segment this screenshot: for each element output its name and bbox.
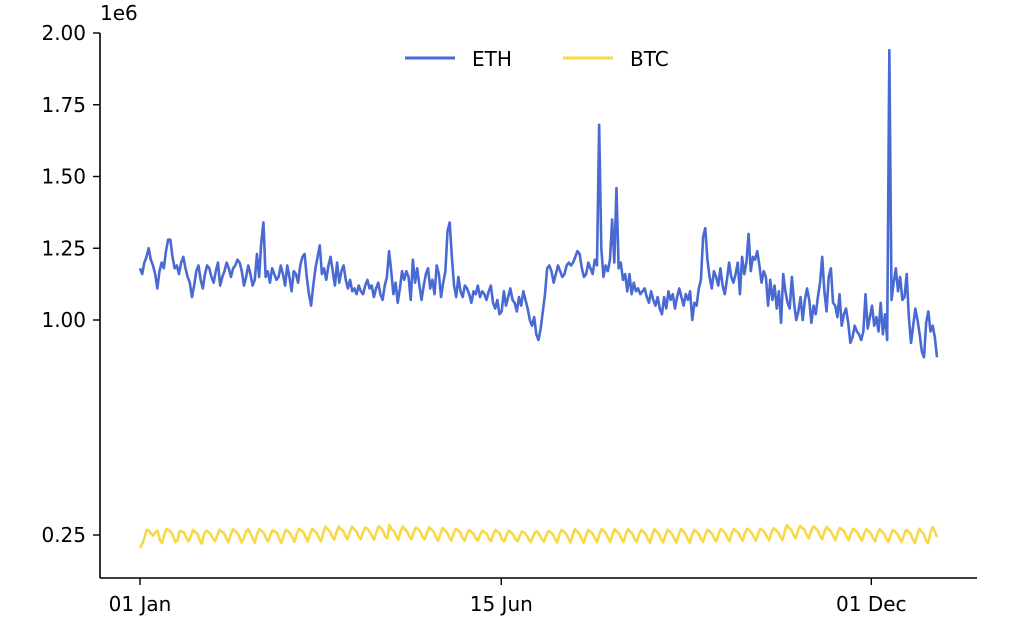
x-tick-label: 01 Jan xyxy=(109,592,172,616)
x-ticks: 01 Jan 15 Jun 01 Dec xyxy=(109,578,907,616)
y-tick-label: 2.00 xyxy=(41,21,86,45)
y-tick-label: 1.25 xyxy=(41,236,86,260)
y-tick-label: 1.50 xyxy=(41,165,86,189)
legend: ETH BTC xyxy=(405,47,669,71)
series-line-eth xyxy=(138,48,939,359)
x-tick-label: 01 Dec xyxy=(836,592,907,616)
series-line-btc xyxy=(138,523,939,549)
y-ticks: 0.25 1.00 1.25 1.50 1.75 2.00 xyxy=(41,21,100,547)
y-axis-offset-label: 1e6 xyxy=(100,1,138,25)
legend-label-btc: BTC xyxy=(630,47,669,71)
y-tick-label: 1.00 xyxy=(41,308,86,332)
axes xyxy=(99,33,977,579)
y-tick-label: 0.25 xyxy=(41,523,86,547)
y-tick-label: 1.75 xyxy=(41,93,86,117)
series-lines xyxy=(138,48,939,549)
legend-label-eth: ETH xyxy=(472,47,512,71)
x-tick-label: 15 Jun xyxy=(470,592,533,616)
